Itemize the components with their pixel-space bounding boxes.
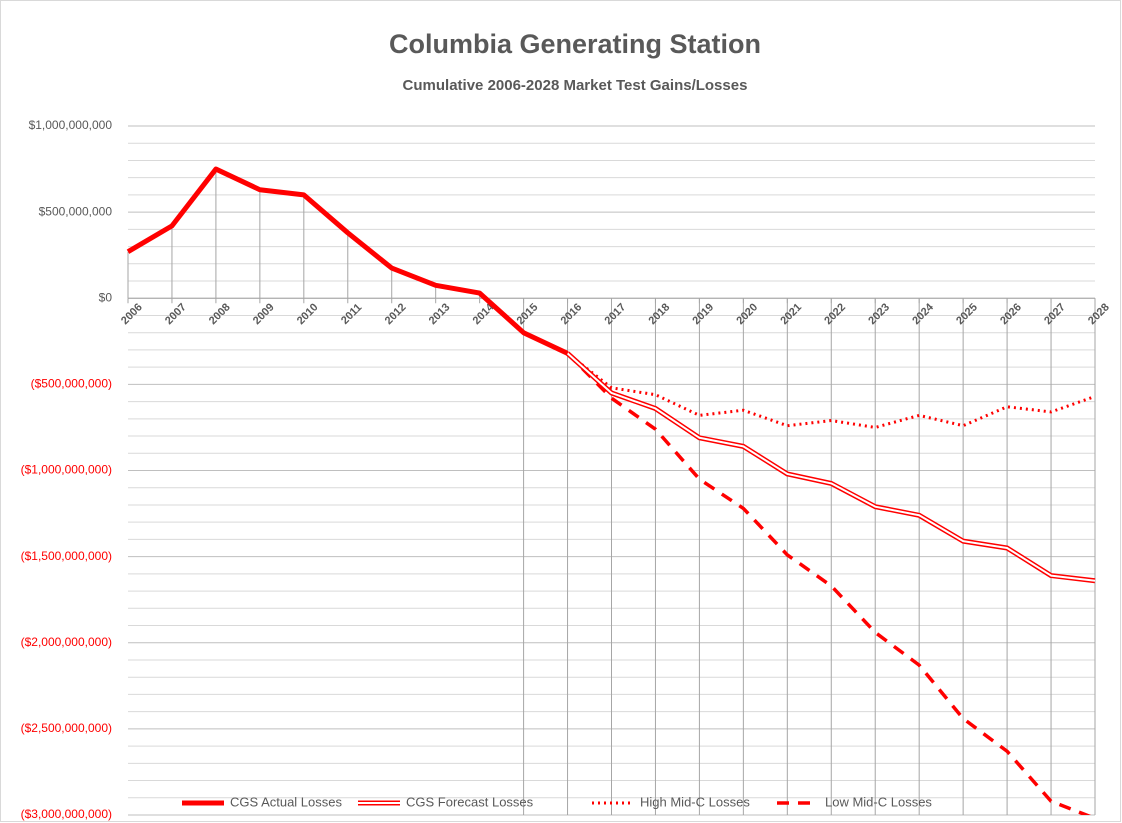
legend-label: High Mid-C Losses: [640, 794, 750, 809]
legend-label: Low Mid-C Losses: [825, 794, 932, 809]
y-tick-label: $0: [99, 290, 113, 304]
y-tick-label: ($2,000,000,000): [21, 635, 112, 649]
chart-title: Columbia Generating Station: [389, 29, 761, 59]
series-line: [566, 352, 1092, 815]
y-tick-label: $500,000,000: [39, 204, 113, 218]
legend-label: CGS Forecast Losses: [406, 794, 534, 809]
y-tick-label: ($500,000,000): [31, 377, 112, 391]
legend-label: CGS Actual Losses: [230, 794, 342, 809]
y-tick-label: ($3,000,000,000): [21, 807, 112, 821]
y-tick-label: ($2,500,000,000): [21, 721, 112, 735]
y-tick-label: ($1,500,000,000): [21, 549, 112, 563]
y-tick-label: $1,000,000,000: [29, 118, 113, 132]
chart-subtitle: Cumulative 2006-2028 Market Test Gains/L…: [403, 77, 748, 94]
y-tick-label: ($1,000,000,000): [21, 463, 112, 477]
line-core: [566, 352, 1096, 582]
plot: [126, 166, 1096, 815]
series-line: [126, 166, 569, 356]
